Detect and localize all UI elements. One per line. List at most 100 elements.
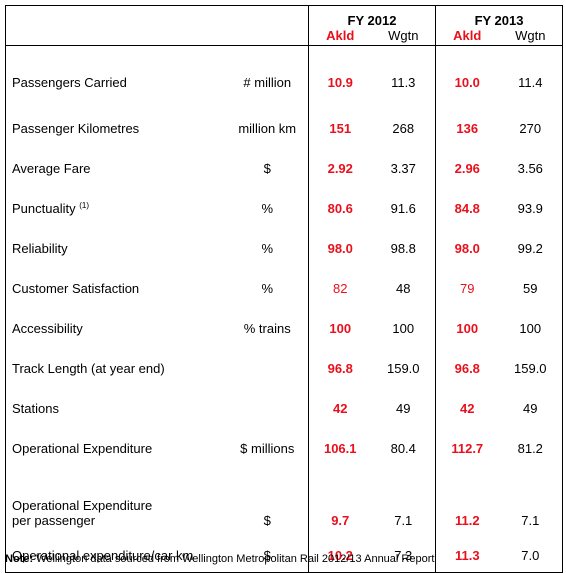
wgtn-2013-value: 99.2 — [498, 228, 564, 268]
table-row: Accessibility % trains 100 100 100 100 — [5, 308, 564, 348]
metric-label: Operational Expenditure — [5, 428, 227, 468]
wgtn-2012-value: 98.8 — [371, 228, 437, 268]
wgtn-2013-value: 270 — [498, 108, 564, 148]
akld-2012-value: 100 — [308, 308, 372, 348]
table-row: Operational Expenditure per passenger $ 9… — [5, 468, 564, 538]
unit-label: $ — [226, 468, 309, 538]
akld-2013-value: 84.8 — [435, 188, 499, 228]
metric-label-text: Punctuality — [12, 200, 76, 216]
table-row: Punctuality (1) % 80.6 91.6 84.8 93.9 — [5, 188, 564, 228]
table-row: Track Length (at year end) 96.8 159.0 96… — [5, 348, 564, 388]
wgtn-2013-value: 7.0 — [498, 538, 564, 573]
table-row: Stations 42 49 42 49 — [5, 388, 564, 428]
akld-2013-value: 100 — [435, 308, 499, 348]
wgtn-2012-value: 49 — [371, 388, 437, 428]
akld-2013-value: 10.0 — [435, 45, 499, 108]
metric-label: Passenger Kilometres — [5, 108, 227, 148]
wgtn-2012-value: 11.3 — [371, 45, 437, 108]
metric-label-line1: Operational Expenditure — [12, 498, 153, 513]
note-label: Note: — [5, 553, 34, 565]
footnote-marker: (1) — [79, 200, 89, 210]
table-row: Passenger Kilometres million km 151 268 … — [5, 108, 564, 148]
akld-2013-value: 98.0 — [435, 228, 499, 268]
wgtn-2013-value: 100 — [498, 308, 564, 348]
metric-label: Track Length (at year end) — [5, 348, 227, 388]
table-row: Customer Satisfaction % 82 48 79 59 — [5, 268, 564, 308]
akld-2012-value: 10.2 — [308, 538, 372, 573]
akld-2013-value: 11.3 — [435, 538, 499, 573]
header-row-cities: Akld Wgtn Akld Wgtn — [5, 28, 564, 46]
wgtn-2012-value: 80.4 — [371, 428, 437, 468]
wgtn-2013-value: 3.56 — [498, 148, 564, 188]
metric-label: Operational expenditure/car km — [5, 538, 227, 573]
unit-label: % — [226, 268, 309, 308]
wgtn-2012-value: 100 — [371, 308, 437, 348]
akld-2012-value: 151 — [308, 108, 372, 148]
header-row-years: FY 2012 FY 2013 — [5, 5, 564, 28]
table-row: Operational Expenditure $ millions 106.1… — [5, 428, 564, 468]
unit-label — [226, 348, 309, 388]
wgtn-2012-value: 3.37 — [371, 148, 437, 188]
header-blank — [5, 28, 227, 46]
akld-2012-value: 10.9 — [308, 45, 372, 108]
akld-2012-value: 42 — [308, 388, 372, 428]
metric-label: Passengers Carried — [5, 45, 227, 108]
table-note: Note: Wellington data sourced from Welli… — [5, 553, 434, 565]
header-blank-unit — [226, 28, 309, 46]
akld-2012-value: 82 — [308, 268, 372, 308]
wgtn-2013-value: 93.9 — [498, 188, 564, 228]
unit-label — [226, 388, 309, 428]
header-fy2013: FY 2013 — [435, 5, 564, 28]
header-fy2012: FY 2012 — [307, 5, 437, 28]
wgtn-2012-value: 268 — [371, 108, 437, 148]
unit-label: % — [226, 228, 309, 268]
metric-label: Reliability — [5, 228, 227, 268]
header-blank-unit — [226, 5, 309, 28]
unit-label: $ — [226, 148, 309, 188]
wgtn-2013-value: 159.0 — [498, 348, 564, 388]
akld-2013-value: 11.2 — [435, 468, 499, 538]
akld-2012-value: 96.8 — [308, 348, 372, 388]
header-blank — [5, 5, 227, 28]
metric-label: Average Fare — [5, 148, 227, 188]
wgtn-2013-value: 7.1 — [498, 468, 564, 538]
akld-2012-value: 2.92 — [308, 148, 372, 188]
wgtn-2013-value: 59 — [498, 268, 564, 308]
header-akld-2013: Akld — [435, 28, 499, 46]
metric-label: Accessibility — [5, 308, 227, 348]
table-row: Operational expenditure/car km $ 10.2 7.… — [5, 538, 564, 573]
note-text: Wellington data sourced from Wellington … — [33, 553, 435, 565]
wgtn-2012-value: 48 — [371, 268, 437, 308]
metric-label: Operational Expenditure per passenger — [5, 468, 227, 538]
akld-2013-value: 112.7 — [435, 428, 499, 468]
table-row: Reliability % 98.0 98.8 98.0 99.2 — [5, 228, 564, 268]
wgtn-2013-value: 11.4 — [498, 45, 564, 108]
header-wgtn-2012: Wgtn — [371, 28, 437, 46]
rail-comparison-table: FY 2012 FY 2013 Akld Wgtn Akld Wgtn Pass… — [5, 5, 564, 573]
akld-2012-value: 106.1 — [308, 428, 372, 468]
unit-label: million km — [226, 108, 309, 148]
akld-2012-value: 9.7 — [308, 468, 372, 538]
unit-label: $ millions — [226, 428, 309, 468]
unit-label: % — [226, 188, 309, 228]
table-row: Passengers Carried # million 10.9 11.3 1… — [5, 45, 564, 108]
akld-2013-value: 42 — [435, 388, 499, 428]
akld-2013-value: 136 — [435, 108, 499, 148]
unit-label: # million — [226, 45, 309, 108]
wgtn-2012-value: 7.1 — [371, 468, 437, 538]
wgtn-2012-value: 91.6 — [371, 188, 437, 228]
metric-label-line2: per passenger — [12, 513, 96, 528]
wgtn-2013-value: 49 — [498, 388, 564, 428]
wgtn-2012-value: 7.3 — [371, 538, 437, 573]
akld-2012-value: 98.0 — [308, 228, 372, 268]
header-akld-2012: Akld — [308, 28, 372, 46]
akld-2013-value: 79 — [435, 268, 499, 308]
metric-label: Punctuality (1) — [5, 188, 227, 228]
table-row: Average Fare $ 2.92 3.37 2.96 3.56 — [5, 148, 564, 188]
unit-label: % trains — [226, 308, 309, 348]
akld-2012-value: 80.6 — [308, 188, 372, 228]
header-wgtn-2013: Wgtn — [498, 28, 564, 46]
metric-label: Stations — [5, 388, 227, 428]
akld-2013-value: 96.8 — [435, 348, 499, 388]
akld-2013-value: 2.96 — [435, 148, 499, 188]
